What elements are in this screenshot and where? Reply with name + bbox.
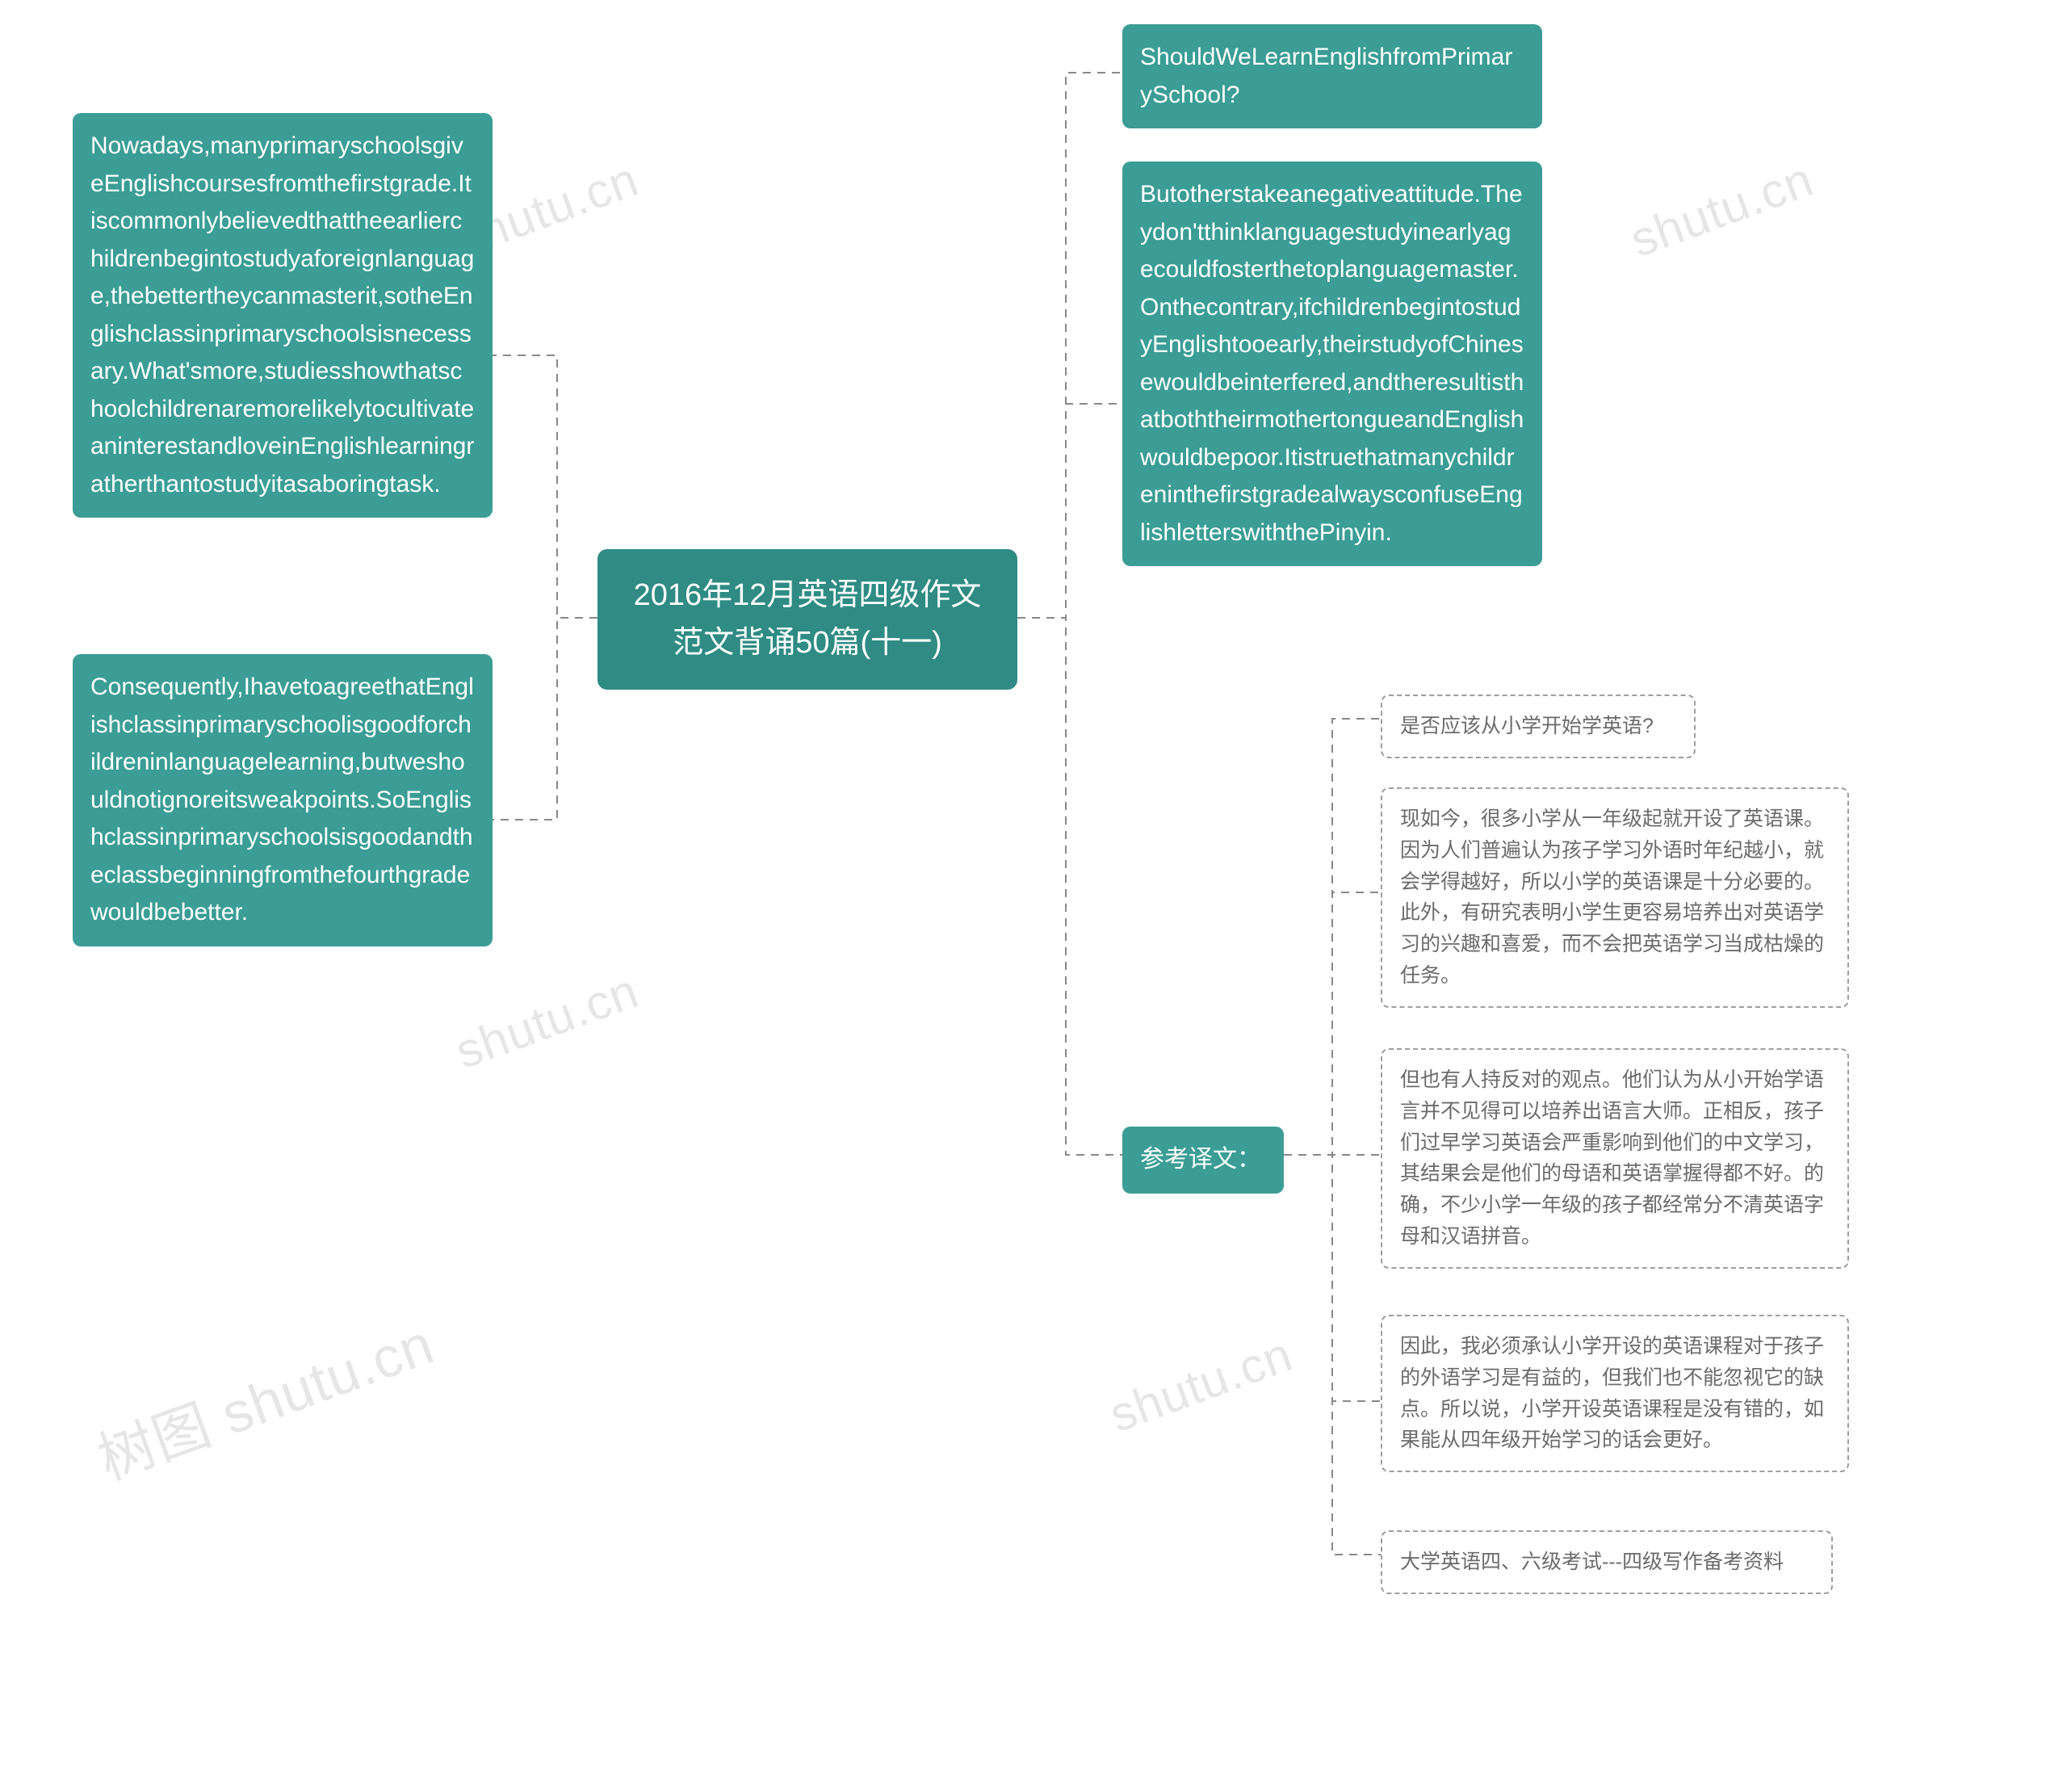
right-node-3-reference[interactable]: 参考译文： bbox=[1122, 1127, 1284, 1194]
connector bbox=[1017, 404, 1122, 618]
watermark: shutu.cn bbox=[1102, 1326, 1299, 1443]
center-node[interactable]: 2016年12月英语四级作文范文背诵50篇(十一) bbox=[597, 549, 1017, 690]
connector bbox=[1284, 1155, 1381, 1401]
mindmap-canvas: shutu.cn shutu.cn 树图 shutu.cn shutu.cn s… bbox=[0, 0, 2067, 1792]
watermark: shutu.cn bbox=[448, 963, 645, 1080]
secondary-node-3[interactable]: 但也有人持反对的观点。他们认为从小开始学语言并不见得可以培养出语言大师。正相反，… bbox=[1381, 1048, 1849, 1269]
connector bbox=[1284, 892, 1381, 1155]
connector bbox=[1017, 618, 1122, 1155]
connector bbox=[1017, 73, 1122, 618]
left-node-1[interactable]: Nowadays,manyprimaryschoolsgiveEnglishco… bbox=[73, 113, 493, 518]
connector bbox=[1284, 1155, 1381, 1555]
watermark: shutu.cn bbox=[1623, 151, 1820, 268]
right-node-2[interactable]: Butotherstakeanegativeattitude.Theydon't… bbox=[1122, 162, 1542, 566]
watermark: 树图 shutu.cn bbox=[86, 1299, 443, 1496]
connector bbox=[493, 618, 597, 820]
connector bbox=[1284, 719, 1381, 1155]
secondary-node-5[interactable]: 大学英语四、六级考试---四级写作备考资料 bbox=[1381, 1530, 1833, 1594]
secondary-node-4[interactable]: 因此，我必须承认小学开设的英语课程对于孩子的外语学习是有益的，但我们也不能忽视它… bbox=[1381, 1315, 1849, 1472]
connector bbox=[493, 355, 597, 618]
secondary-node-1[interactable]: 是否应该从小学开始学英语? bbox=[1381, 695, 1696, 758]
left-node-2[interactable]: Consequently,IhavetoagreethatEnglishclas… bbox=[73, 654, 493, 946]
right-node-1[interactable]: ShouldWeLearnEnglishfromPrimarySchool? bbox=[1122, 24, 1542, 128]
secondary-node-2[interactable]: 现如今，很多小学从一年级起就开设了英语课。因为人们普遍认为孩子学习外语时年纪越小… bbox=[1381, 787, 1849, 1008]
